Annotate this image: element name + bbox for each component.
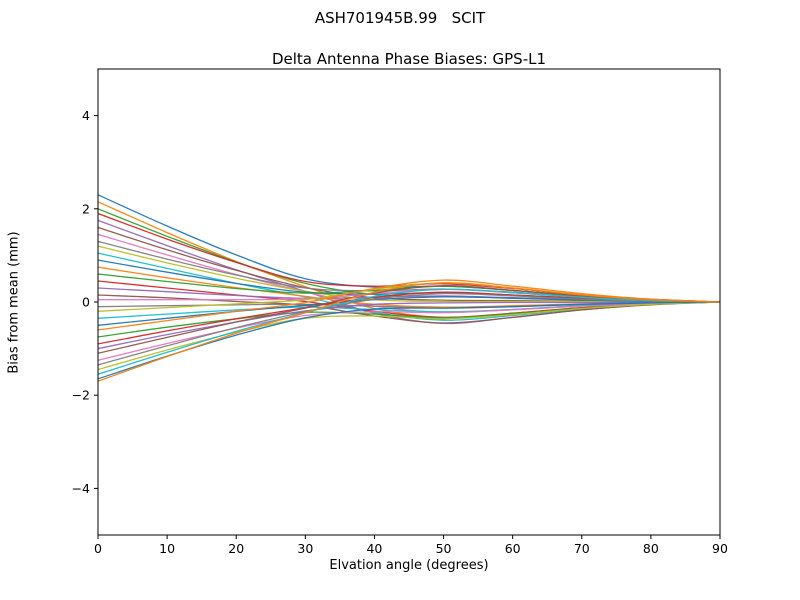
y-tick-label: 2 [82, 201, 90, 216]
series-line [98, 279, 720, 331]
series-line [98, 301, 720, 371]
x-tick-label: 0 [94, 541, 102, 556]
x-tick-label: 40 [366, 541, 382, 556]
series-lines [98, 194, 720, 382]
series-line [98, 292, 720, 366]
x-tick-label: 10 [159, 541, 175, 556]
series-line [98, 288, 720, 375]
x-tick-label: 50 [436, 541, 452, 556]
series-line [98, 301, 720, 350]
x-tick-label: 70 [574, 541, 590, 556]
series-line [98, 282, 720, 382]
y-tick-label: −4 [72, 481, 90, 496]
x-axis-label: Elvation angle (degrees) [329, 558, 489, 573]
x-tick-label: 80 [643, 541, 659, 556]
x-tick-label: 20 [228, 541, 244, 556]
figure-title: ASH701945B.99 SCIT [314, 9, 486, 27]
y-tick-label: 0 [82, 295, 90, 310]
axes-title: Delta Antenna Phase Biases: GPS-L1 [271, 50, 547, 68]
series-line [98, 301, 720, 380]
y-tick-label: 4 [82, 108, 90, 123]
x-tick-label: 30 [297, 541, 313, 556]
y-tick-label: −2 [72, 388, 90, 403]
series-line [98, 301, 720, 361]
x-tick-label: 60 [505, 541, 521, 556]
x-tick-label: 90 [712, 541, 728, 556]
